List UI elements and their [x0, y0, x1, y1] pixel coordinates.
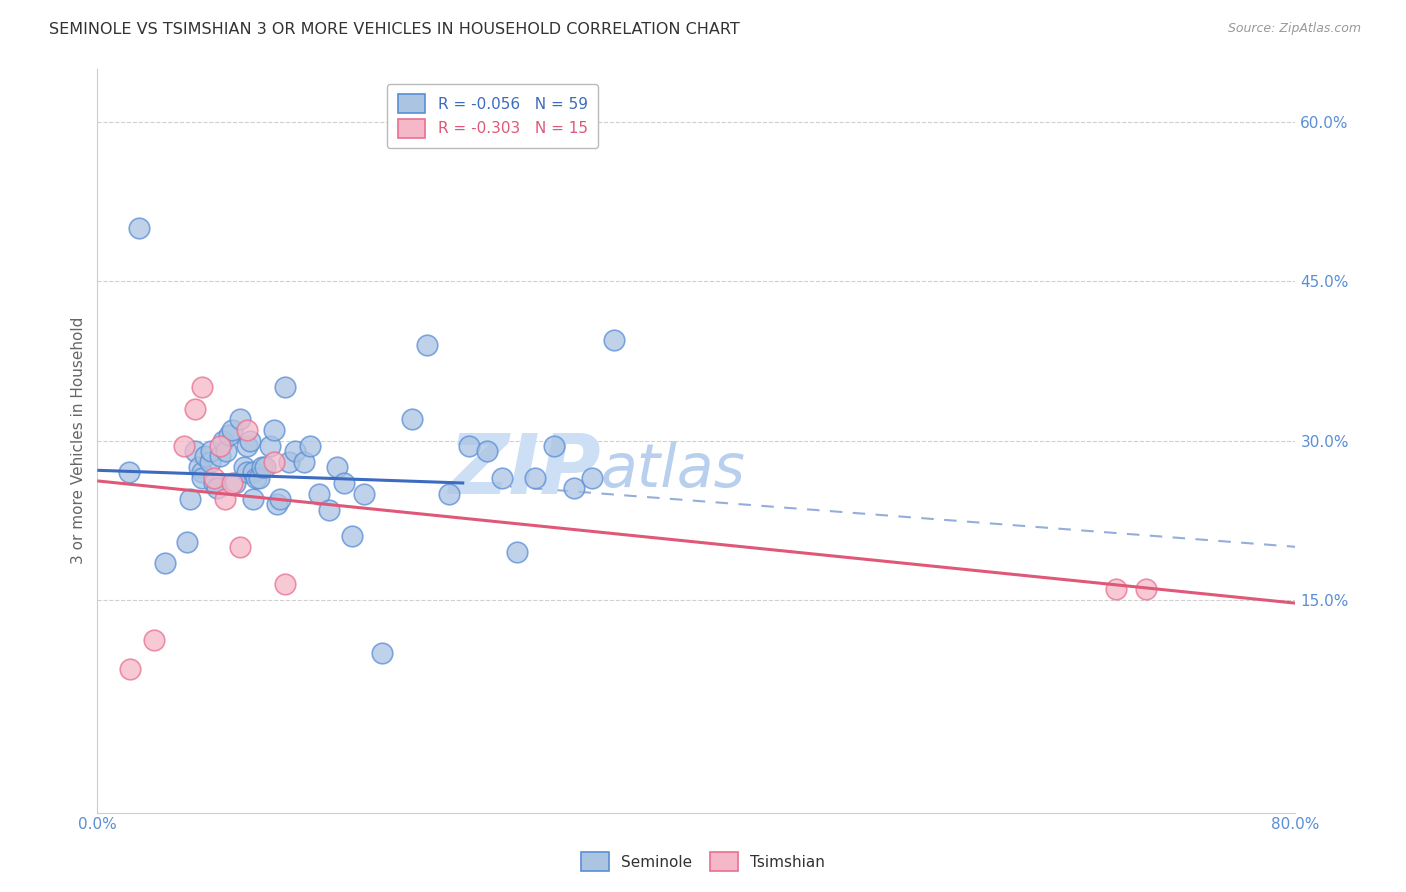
Text: ZIP: ZIP — [449, 430, 600, 511]
Point — [179, 491, 201, 506]
Point — [245, 471, 267, 485]
Point — [269, 491, 291, 506]
Point — [273, 577, 295, 591]
Point — [221, 476, 243, 491]
Point — [340, 529, 363, 543]
Point — [194, 450, 217, 464]
Point — [326, 460, 349, 475]
Text: SEMINOLE VS TSIMSHIAN 3 OR MORE VEHICLES IN HOUSEHOLD CORRELATION CHART: SEMINOLE VS TSIMSHIAN 3 OR MORE VEHICLES… — [49, 22, 740, 37]
Point — [200, 444, 222, 458]
Point — [183, 444, 205, 458]
Point — [236, 423, 259, 437]
Point — [242, 466, 264, 480]
Point — [239, 434, 262, 448]
Point — [120, 662, 142, 676]
Point — [228, 412, 250, 426]
Point — [228, 540, 250, 554]
Point — [491, 471, 513, 485]
Point — [143, 633, 166, 648]
Legend: R = -0.056   N = 59, R = -0.303   N = 15: R = -0.056 N = 59, R = -0.303 N = 15 — [387, 84, 599, 148]
Point — [439, 486, 461, 500]
Point — [191, 471, 214, 485]
Point — [236, 439, 259, 453]
Point — [581, 471, 603, 485]
Y-axis label: 3 or more Vehicles in Household: 3 or more Vehicles in Household — [72, 317, 86, 565]
Text: atlas: atlas — [600, 442, 745, 500]
Point — [128, 221, 150, 235]
Legend: Seminole, Tsimshian: Seminole, Tsimshian — [575, 847, 831, 877]
Point — [562, 481, 585, 495]
Point — [153, 556, 176, 570]
Point — [254, 460, 277, 475]
Point — [233, 460, 256, 475]
Point — [603, 333, 626, 347]
Point — [191, 380, 214, 394]
Point — [176, 534, 198, 549]
Point — [284, 444, 307, 458]
Point — [198, 455, 221, 469]
Point — [250, 460, 273, 475]
Point — [1105, 582, 1128, 597]
Point — [308, 486, 330, 500]
Point — [188, 460, 211, 475]
Point — [1135, 582, 1157, 597]
Point — [278, 455, 301, 469]
Point — [202, 476, 225, 491]
Point — [505, 545, 527, 559]
Point — [218, 428, 240, 442]
Point — [475, 444, 498, 458]
Point — [333, 476, 356, 491]
Point — [401, 412, 423, 426]
Point — [273, 380, 295, 394]
Point — [183, 401, 205, 416]
Point — [214, 491, 236, 506]
Point — [191, 466, 214, 480]
Point — [353, 486, 375, 500]
Point — [457, 439, 479, 453]
Point — [221, 423, 243, 437]
Point — [266, 497, 288, 511]
Point — [236, 466, 259, 480]
Point — [259, 439, 281, 453]
Point — [205, 481, 228, 495]
Point — [202, 471, 225, 485]
Point — [263, 423, 285, 437]
Point — [209, 439, 232, 453]
Point — [212, 434, 235, 448]
Point — [242, 491, 264, 506]
Point — [298, 439, 321, 453]
Point — [215, 444, 238, 458]
Point — [118, 466, 141, 480]
Point — [292, 455, 315, 469]
Point — [247, 471, 270, 485]
Point — [318, 502, 340, 516]
Point — [523, 471, 546, 485]
Text: Source: ZipAtlas.com: Source: ZipAtlas.com — [1227, 22, 1361, 36]
Point — [173, 439, 195, 453]
Point — [224, 476, 246, 491]
Point — [416, 338, 439, 352]
Point — [543, 439, 565, 453]
Point — [371, 646, 394, 660]
Point — [209, 450, 232, 464]
Point — [263, 455, 285, 469]
